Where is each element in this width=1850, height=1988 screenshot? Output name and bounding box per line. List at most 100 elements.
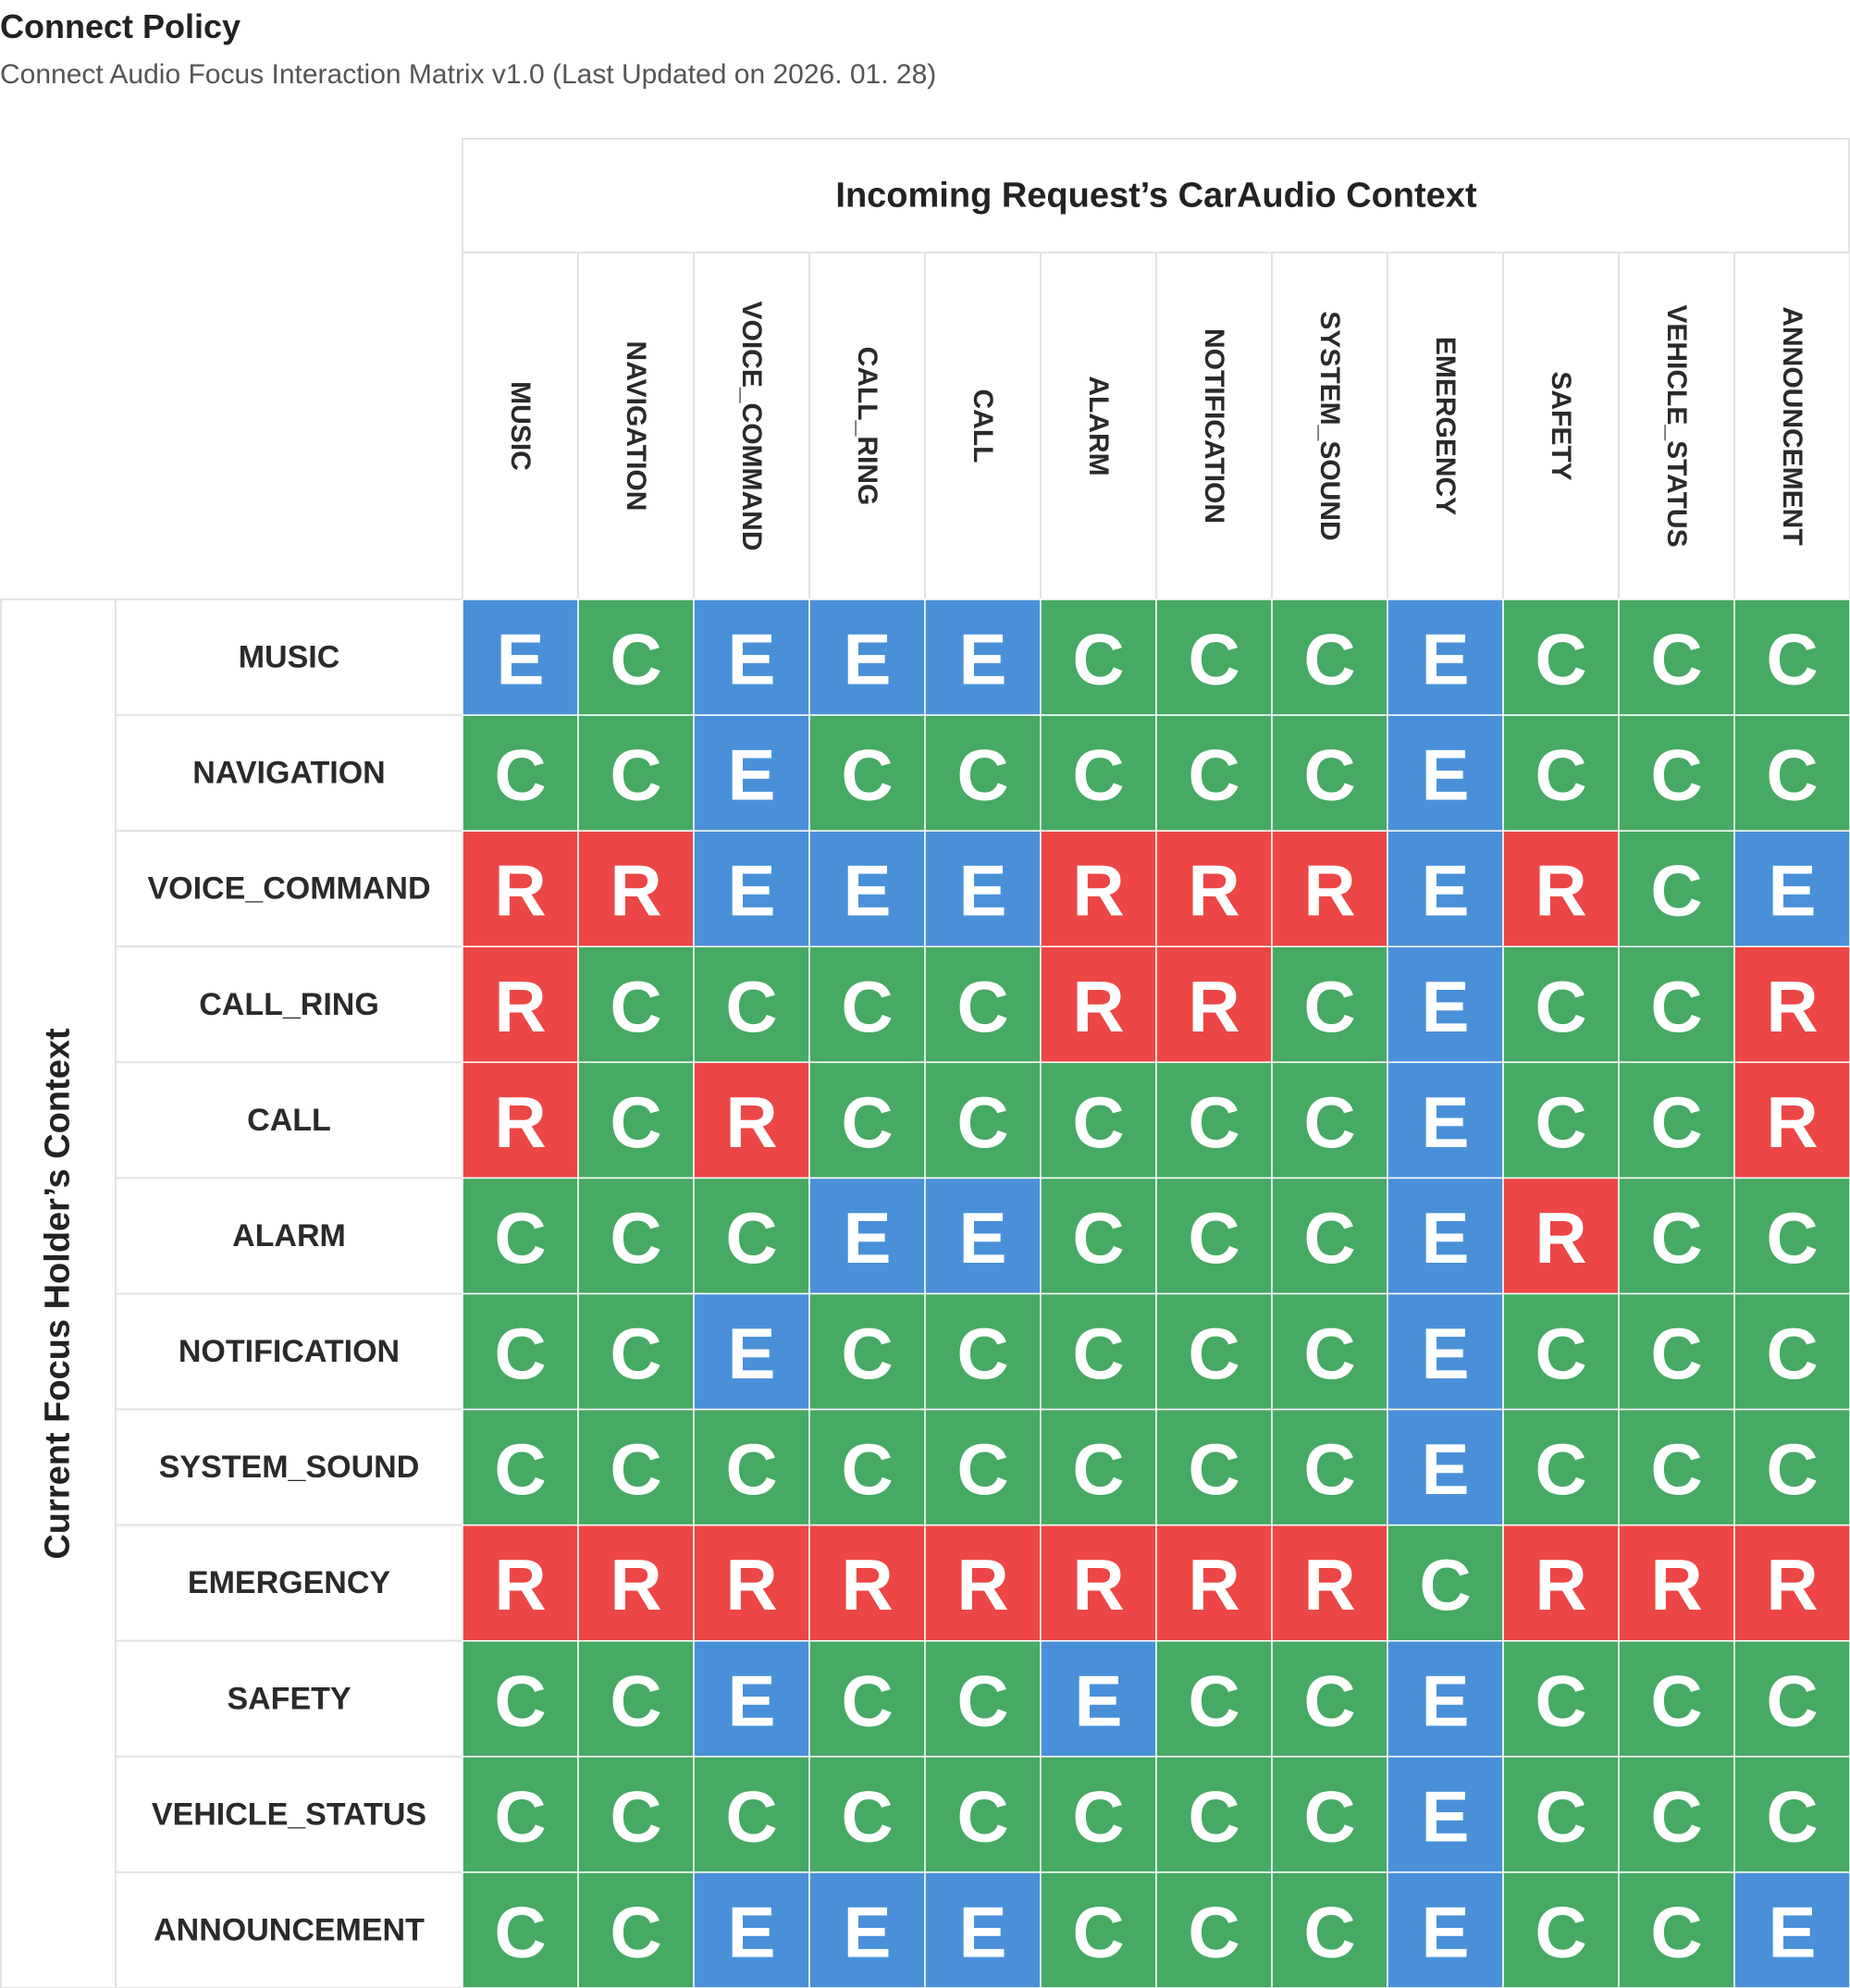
cell-value-label: C (1072, 1081, 1124, 1163)
cell-value-label: E (1768, 850, 1816, 932)
row-label: SAFETY (227, 1681, 351, 1716)
row-label: ANNOUNCEMENT (154, 1912, 425, 1947)
cell-value-label: C (1650, 850, 1702, 932)
matrix-cell (693, 1408, 810, 1526)
cell-value-label: R (494, 1544, 546, 1625)
cell-value-label: E (1421, 1081, 1469, 1163)
row-header-box (115, 1524, 463, 1642)
cell-value-label: R (725, 1544, 777, 1625)
matrix-cell (462, 714, 579, 832)
cell-value-label: C (1766, 619, 1818, 700)
matrix-cell (462, 830, 579, 948)
matrix-cell (808, 1292, 926, 1411)
cell-value-label: C (1303, 966, 1355, 1047)
cell-value-label: R (1535, 1544, 1586, 1625)
matrix-cell (808, 830, 926, 948)
matrix-cell (1040, 714, 1157, 832)
matrix-cell (808, 1871, 926, 1988)
cell-value-label: C (494, 735, 546, 816)
cell-value-label: E (1421, 966, 1469, 1047)
row-header-box (115, 1755, 463, 1873)
cell-value-label: C (1188, 1197, 1240, 1278)
cell-value-label: C (1535, 1428, 1586, 1510)
matrix-cell (462, 599, 579, 716)
matrix-cell (577, 1061, 695, 1179)
matrix-cell (1271, 830, 1388, 948)
matrix-cell (462, 1061, 579, 1179)
page-subtitle: Connect Audio Focus Interaction Matrix v… (0, 59, 937, 90)
matrix-cell (924, 1756, 1042, 1873)
cell-value-label: R (1303, 850, 1355, 932)
column-header-box (1040, 252, 1157, 600)
cell-value-label: C (610, 1428, 661, 1510)
matrix-cell (1618, 599, 1735, 716)
cell-value-label: E (1421, 1313, 1469, 1394)
cell-value-label: C (1535, 619, 1586, 700)
cell-value-label: C (1766, 735, 1818, 816)
row-label: NOTIFICATION (179, 1334, 400, 1369)
cell-value-label: C (841, 735, 893, 816)
matrix-cell (1271, 1177, 1388, 1295)
matrix-cell (808, 599, 926, 716)
matrix-cell (1618, 1408, 1735, 1526)
matrix-cell (462, 1292, 579, 1411)
column-header-box (1502, 252, 1620, 600)
matrix-cell (462, 1408, 579, 1526)
cell-value-label: E (1421, 1891, 1469, 1972)
row-label: SYSTEM_SOUND (159, 1450, 420, 1485)
column-label: CALL_RING (852, 347, 882, 506)
cell-value-label: R (1650, 1544, 1702, 1625)
cell-value-label: R (841, 1544, 893, 1625)
cell-value-label: E (1421, 850, 1469, 932)
column-label: NAVIGATION (621, 341, 651, 512)
matrix-cell (808, 1177, 926, 1295)
cell-value-label: C (725, 1428, 777, 1510)
cell-value-label: C (1535, 1313, 1586, 1394)
cell-value-label: E (727, 735, 775, 816)
matrix-cell (1155, 830, 1273, 948)
cell-value-label: C (725, 1775, 777, 1857)
column-label: SAFETY (1546, 371, 1576, 480)
matrix-cell (1155, 1292, 1273, 1411)
cell-value-label: C (1766, 1660, 1818, 1741)
matrix-cell (1502, 1408, 1620, 1526)
matrix-cell (1387, 1756, 1504, 1873)
matrix-cell (1618, 830, 1735, 948)
matrix-cell (1618, 1756, 1735, 1873)
cell-value-label: C (610, 1660, 661, 1741)
matrix-cell (1502, 1871, 1620, 1988)
matrix-cell (1502, 945, 1620, 1064)
cell-value-label: E (727, 850, 775, 932)
cell-value-label: C (494, 1775, 546, 1857)
cell-value-label: C (610, 735, 661, 816)
cell-value-label: E (727, 1660, 775, 1741)
cell-value-label: E (1421, 1428, 1469, 1510)
matrix-cell (1040, 1871, 1157, 1988)
matrix-cell (808, 1640, 926, 1758)
cell-value-label: C (956, 1775, 1008, 1857)
cell-value-label: C (725, 966, 777, 1047)
cell-value-label: E (843, 1197, 891, 1278)
matrix-cell (693, 714, 810, 832)
row-label: VEHICLE_STATUS (152, 1797, 426, 1832)
cell-value-label: C (1072, 1313, 1124, 1394)
cell-value-label: R (1072, 1544, 1124, 1625)
cell-value-label: E (1421, 1775, 1469, 1857)
matrix-cells: E C E E E C C C E C C CC C E C C C C C E C C CR R E E E R R R E R C ER C C C… (462, 599, 1850, 1988)
cell-value-label: C (1650, 1660, 1702, 1741)
cell-value-label: C (841, 1081, 893, 1163)
matrix-cell (577, 1871, 695, 1988)
row-label: VOICE_COMMAND (147, 871, 430, 907)
column-label: ALARM (1083, 376, 1114, 475)
matrix-cell (1040, 1640, 1157, 1758)
cell-value-label: R (494, 1081, 546, 1163)
matrix-cell (1387, 599, 1504, 716)
cell-value-label: R (956, 1544, 1008, 1625)
column-header-box (1387, 252, 1504, 600)
cell-value-label: R (1072, 966, 1124, 1047)
cell-value-label: E (1421, 735, 1469, 816)
cell-value-label: C (610, 1775, 661, 1857)
cell-value-label: E (727, 1891, 775, 1972)
matrix-cell (1387, 1408, 1504, 1526)
